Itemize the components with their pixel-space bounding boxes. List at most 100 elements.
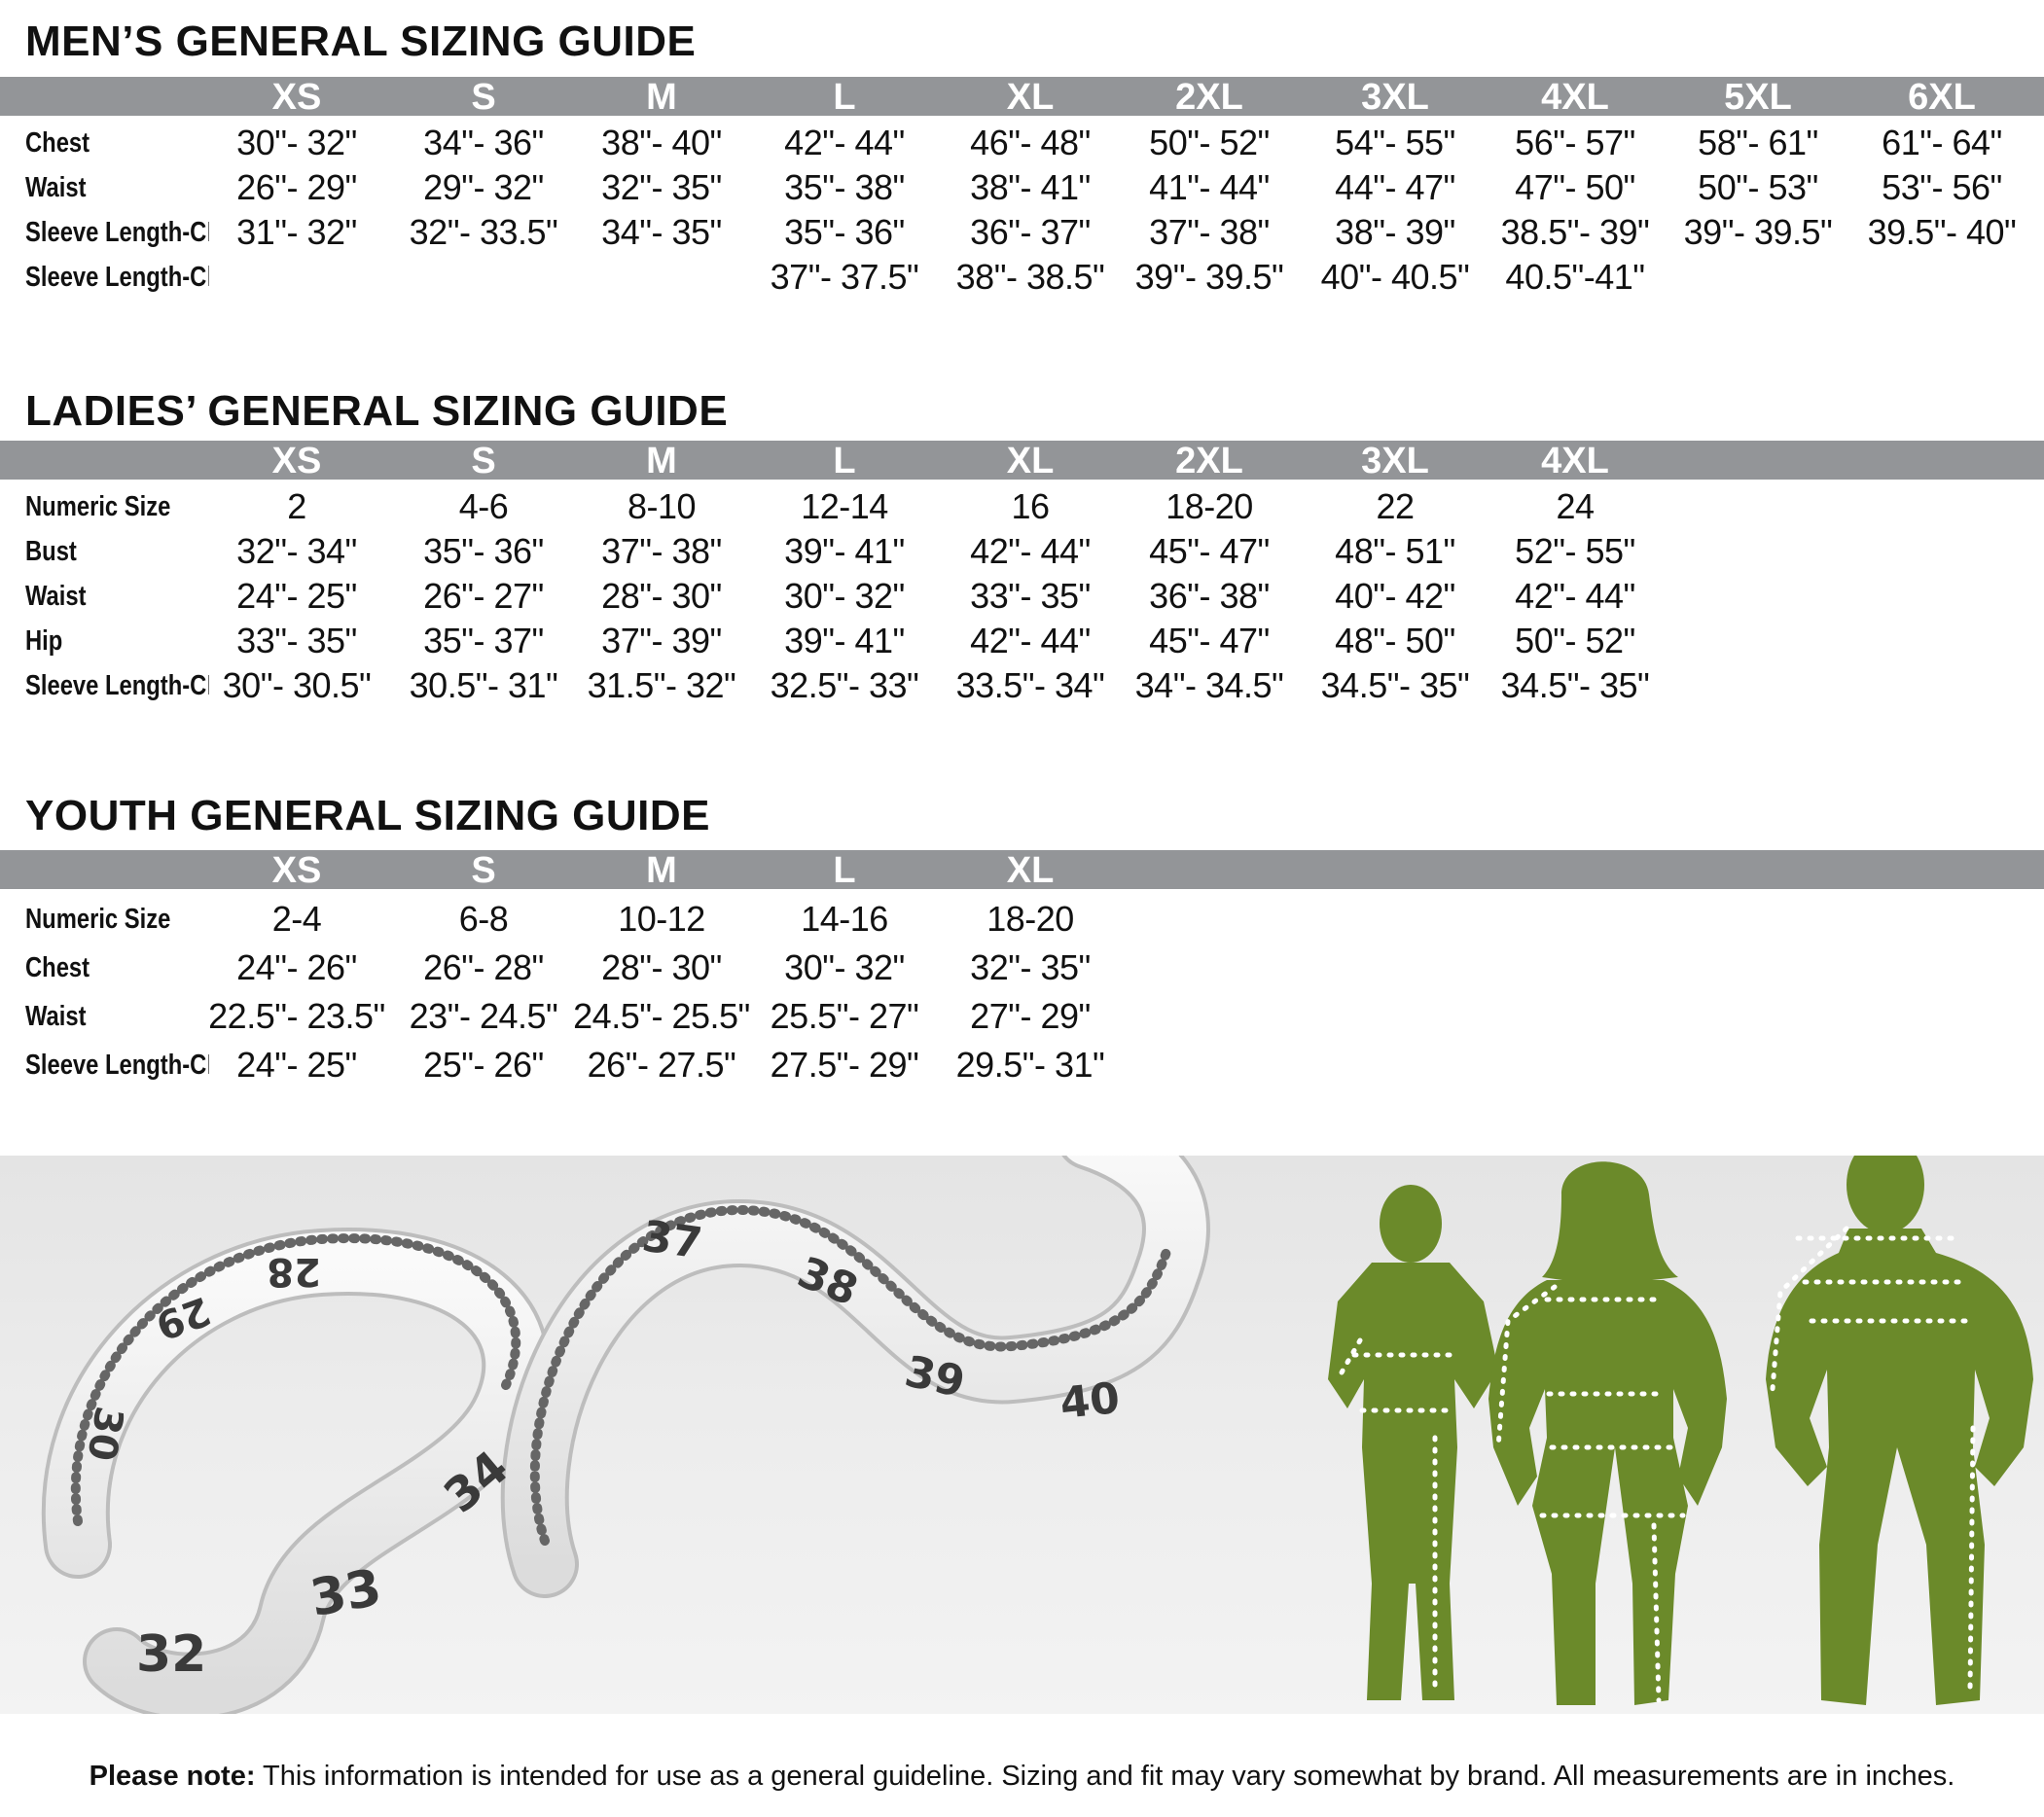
size-label-xs: XS: [271, 77, 322, 118]
table-cell: 35"- 36": [423, 531, 544, 571]
table-cell: 26"- 29": [236, 167, 357, 207]
table-cell: 36"- 38": [1149, 576, 1270, 616]
size-label-xl: XL: [1006, 850, 1055, 891]
table-cell: 42"- 44": [970, 531, 1091, 571]
table-row: Numeric Size 2-4 6-8 10-12 14-16 18-20: [0, 897, 2044, 942]
row-label: Waist: [25, 1001, 87, 1032]
size-label-l: L: [833, 850, 856, 891]
man-silhouette-icon: [1766, 1156, 2033, 1705]
table-cell: 23"- 24.5": [409, 996, 558, 1036]
child-silhouette-icon: [1328, 1185, 1498, 1700]
row-label: Numeric Size: [25, 904, 171, 935]
table-cell: 35"- 37": [423, 621, 544, 660]
size-label-3xl: 3XL: [1361, 441, 1429, 481]
table-cell: 29.5"- 31": [955, 1045, 1105, 1085]
men-size-header-bar: XS S M L XL 2XL 3XL 4XL 5XL 6XL: [0, 77, 2044, 118]
size-label-6xl: 6XL: [1908, 77, 1976, 118]
table-cell: 31.5"- 32": [587, 665, 736, 705]
tape-number: 37: [639, 1211, 705, 1268]
size-label-4xl: 4XL: [1541, 441, 1609, 481]
table-cell: 4-6: [458, 486, 509, 526]
table-cell: 42"- 44": [1515, 576, 1635, 616]
measuring-tape-icon: [41, 1156, 1210, 1714]
table-cell: 40.5"-41": [1505, 257, 1645, 297]
table-cell: 44"- 47": [1335, 167, 1455, 207]
youth-size-header-bar: XS S M L XL: [0, 850, 2044, 891]
table-row: Sleeve Length-CB 24"- 25" 25"- 26" 26"- 27.…: [0, 1043, 2044, 1087]
table-row: Waist 22.5"- 23.5" 23"- 24.5" 24.5"- 25.5" 2…: [0, 994, 2044, 1039]
size-label-3xl: 3XL: [1361, 77, 1429, 118]
table-cell: 16: [1011, 486, 1050, 526]
row-label: Waist: [25, 581, 87, 612]
table-cell: 37"- 38": [1149, 212, 1270, 252]
table-cell: 32"- 33.5": [409, 212, 558, 252]
table-cell: 56"- 57": [1515, 123, 1635, 162]
note-text: This information is intended for use as …: [255, 1761, 1955, 1792]
size-label-2xl: 2XL: [1175, 77, 1243, 118]
table-cell: 27.5"- 29": [770, 1045, 919, 1085]
table-cell: 12-14: [801, 486, 888, 526]
size-label-m: M: [646, 441, 677, 481]
table-cell: 61"- 64": [1882, 123, 2002, 162]
size-label-4xl: 4XL: [1541, 77, 1609, 118]
row-label: Hip: [25, 625, 63, 657]
table-cell: 26"- 27": [423, 576, 544, 616]
table-cell: 26"- 28": [423, 947, 544, 987]
table-cell: 18-20: [986, 899, 1074, 939]
table-cell: 38"- 39": [1335, 212, 1455, 252]
table-cell: 48"- 51": [1335, 531, 1455, 571]
table-cell: 32"- 35": [601, 167, 722, 207]
table-cell: 18-20: [1165, 486, 1253, 526]
table-row: Sleeve Length-CB 30"- 30.5" 30.5"- 31" 31.5…: [0, 663, 2044, 708]
table-cell: 24"- 25": [236, 576, 357, 616]
table-cell: 29"- 32": [423, 167, 544, 207]
table-cell: 25.5"- 27": [770, 996, 919, 1036]
table-cell: 30"- 30.5": [222, 665, 372, 705]
size-label-2xl: 2XL: [1175, 441, 1243, 481]
table-cell: 47"- 50": [1515, 167, 1635, 207]
tape-number: 39: [901, 1346, 969, 1407]
table-cell: 53"- 56": [1882, 167, 2002, 207]
table-cell: 39"- 39.5": [1134, 257, 1284, 297]
table-cell: 32"- 34": [236, 531, 357, 571]
table-cell: 45"- 47": [1149, 531, 1270, 571]
woman-silhouette-icon: [1488, 1161, 1727, 1705]
youth-section-title: YOUTH GENERAL SIZING GUIDE: [25, 792, 711, 839]
table-cell: 30"- 32": [236, 123, 357, 162]
table-row: Numeric Size 2 4-6 8-10 12-14 16 18-20 22 24: [0, 484, 2044, 529]
table-cell: 34.5"- 35": [1500, 665, 1650, 705]
table-cell: 32"- 35": [970, 947, 1091, 987]
table-cell: 32.5"- 33": [770, 665, 919, 705]
table-cell: 33"- 35": [970, 576, 1091, 616]
size-label-s: S: [471, 441, 496, 481]
table-cell: 50"- 52": [1149, 123, 1270, 162]
table-cell: 2-4: [271, 899, 322, 939]
table-cell: 35"- 36": [784, 212, 905, 252]
row-label: Sleeve Length-CB: [25, 670, 209, 701]
men-section-title: MEN’S GENERAL SIZING GUIDE: [25, 18, 697, 65]
size-label-s: S: [471, 77, 496, 118]
ladies-section-title: LADIES’ GENERAL SIZING GUIDE: [25, 387, 729, 435]
table-row: Hip 33"- 35" 35"- 37" 37"- 39" 39"- 41" 42"- …: [0, 619, 2044, 663]
table-cell: 34.5"- 35": [1320, 665, 1470, 705]
table-cell: 6-8: [458, 899, 509, 939]
table-cell: 34"- 35": [601, 212, 722, 252]
table-row: Waist 24"- 25" 26"- 27" 28"- 30" 30"- 32" 33"…: [0, 574, 2044, 619]
tape-number: 30: [78, 1403, 131, 1464]
size-label-m: M: [646, 850, 677, 891]
table-cell: 50"- 52": [1515, 621, 1635, 660]
size-label-l: L: [833, 441, 856, 481]
table-cell: 28"- 30": [601, 947, 722, 987]
table-cell: 26"- 27.5": [587, 1045, 736, 1085]
table-cell: 38"- 41": [970, 167, 1091, 207]
row-label: Sleeve Length-Cl: [25, 262, 209, 293]
table-cell: 35"- 38": [784, 167, 905, 207]
size-label-m: M: [646, 77, 677, 118]
table-cell: 40"- 40.5": [1320, 257, 1470, 297]
table-cell: 52"- 55": [1515, 531, 1635, 571]
table-cell: 2: [287, 486, 306, 526]
table-cell: 39"- 39.5": [1683, 212, 1833, 252]
table-cell: 37"- 39": [601, 621, 722, 660]
table-cell: 14-16: [801, 899, 888, 939]
table-cell: 27"- 29": [970, 996, 1091, 1036]
